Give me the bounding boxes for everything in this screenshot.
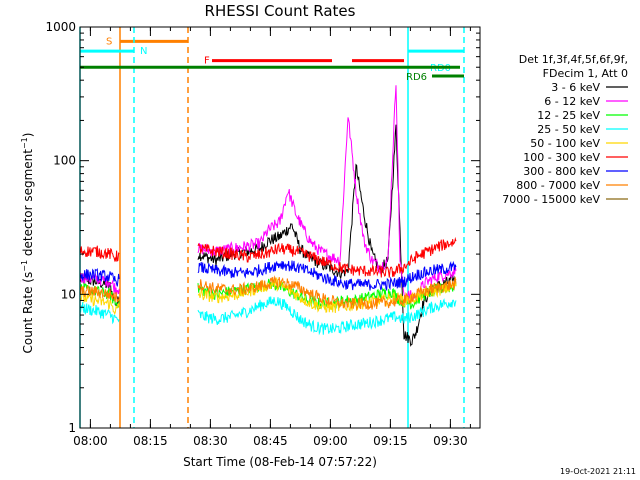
axes: 1 10 100 1000 08:00 08:15 08:30 08:45 09:00 09:15… [45,20,481,448]
legend-entry-4: 25 - 50 keV [537,123,628,136]
marker-1-label: S [106,36,112,47]
legend-label-1: 3 - 6 keV [551,81,600,94]
legend-entry-9: 7000 - 15000 keV [502,193,628,206]
legend-label-7: 300 - 800 keV [523,165,600,178]
legend: Det 1f,3f,4f,5f,6f,9f, FDecim 1, Att 0 3… [502,53,628,206]
series-4 [79,296,457,336]
series-layer [79,85,457,347]
chart-title: RHESSI Count Rates [205,2,356,20]
attenuator-markers: SNRD0FRD6 [79,27,465,428]
generation-timestamp: 19-Oct-2021 21:11 [560,467,636,476]
legend-entry-1: 3 - 6 keV [551,81,628,94]
series-8 [79,275,457,311]
legend-label-5: 50 - 100 keV [530,137,600,150]
series-4-segment-1 [79,301,120,325]
legend-label-3: 12 - 25 keV [537,109,600,122]
plot-frame [79,26,481,429]
plot-background [80,27,480,428]
legend-label-9: 7000 - 15000 keV [502,193,600,206]
x-tick-label-2: 08:15 [133,434,168,448]
legend-entry-3: 12 - 25 keV [537,109,628,122]
legend-header-decimation: FDecim 1, Att 0 [543,67,628,80]
legend-entry-7: 300 - 800 keV [523,165,628,178]
marker-7-label: F [204,56,210,67]
series-6 [79,236,457,278]
marker-10: RD6 [406,72,464,83]
x-tick-label-5: 09:00 [313,434,348,448]
x-axis-label: Start Time (08-Feb-14 07:57:22) [183,455,377,469]
legend-entry-5: 50 - 100 keV [530,137,628,150]
series-7-segment-1 [79,268,120,287]
x-tick-label-7: 09:30 [433,434,468,448]
plot-area [80,27,480,428]
x-tick-label-6: 09:15 [373,434,408,448]
y-axis-label: Count Rate (s−1 detector segment−1) [20,133,35,354]
y-tick-label-1: 1 [68,421,76,435]
series-8-segment-2 [197,275,457,311]
y-tick-label-2: 10 [61,287,76,301]
legend-entry-6: 100 - 300 keV [523,151,628,164]
series-6-segment-2 [197,236,457,278]
marker-3-label: N [140,46,147,57]
legend-entry-8: 800 - 7000 keV [516,179,628,192]
x-tick-label-4: 08:45 [253,434,288,448]
x-tick-label-3: 08:30 [193,434,228,448]
marker-10-label: RD6 [406,72,427,83]
y-tick-label-3: 100 [53,154,76,168]
series-7-segment-2 [197,260,457,292]
legend-label-6: 100 - 300 keV [523,151,600,164]
series-6-segment-1 [79,245,120,263]
legend-label-2: 6 - 12 keV [544,95,600,108]
legend-label-8: 800 - 7000 keV [516,179,600,192]
y-tick-label-4: 1000 [45,20,76,34]
legend-header-detectors: Det 1f,3f,4f,5f,6f,9f, [519,53,628,66]
legend-label-4: 25 - 50 keV [537,123,600,136]
marker-7: F [204,56,332,67]
series-7 [79,260,457,292]
x-tick-label-1: 08:00 [73,434,108,448]
series-4-segment-2 [197,296,457,336]
legend-entry-2: 6 - 12 keV [544,95,628,108]
series-8-segment-1 [79,284,120,303]
marker-1: S [106,27,188,428]
series-1-segment-2 [197,124,457,347]
